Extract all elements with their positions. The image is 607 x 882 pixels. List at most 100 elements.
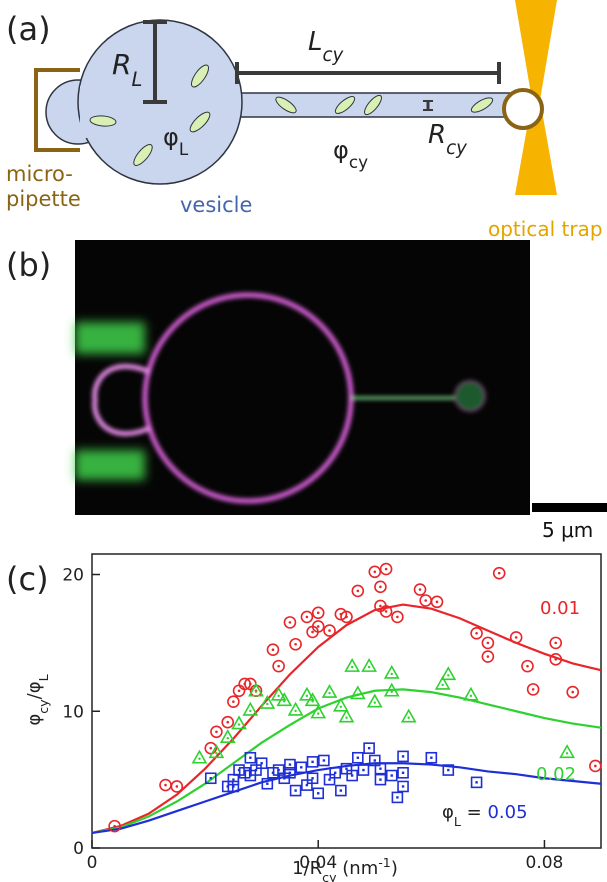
- marker-dot: [407, 716, 410, 719]
- marker-dot: [294, 642, 297, 646]
- marker-square: [284, 766, 296, 779]
- data-point: [374, 580, 387, 594]
- marker-square: [255, 757, 268, 770]
- marker-dot: [401, 771, 405, 774]
- text-part: φ: [163, 123, 179, 151]
- marker-dot: [396, 796, 399, 799]
- marker-square: [470, 776, 483, 789]
- marker-dot: [305, 615, 309, 619]
- marker-triangle: [361, 658, 377, 672]
- data-point: [366, 693, 383, 708]
- marker-dot: [333, 771, 337, 774]
- marker-ring: [266, 643, 280, 657]
- marker-ring: [300, 610, 314, 624]
- marker-dot: [475, 781, 478, 784]
- data-point: [242, 701, 259, 716]
- marker-dot: [175, 785, 179, 788]
- marker-dot: [379, 604, 382, 608]
- marker-ring: [549, 636, 563, 650]
- data-point: [357, 764, 370, 776]
- marker-triangle: [434, 675, 451, 690]
- text-part: R: [428, 120, 446, 150]
- y-tick-label: 10: [62, 702, 84, 722]
- plot-frame: [91, 553, 602, 849]
- data-point: [283, 616, 297, 629]
- marker-square: [397, 750, 409, 763]
- data-point: [261, 777, 274, 790]
- data-point: [108, 819, 121, 833]
- marker-triangle: [270, 686, 287, 701]
- l-cy-label: Lcy: [308, 27, 343, 66]
- text-part: cy: [322, 870, 337, 882]
- marker-dot: [328, 629, 331, 632]
- fit-curve: [91, 762, 602, 835]
- membrane-fluorescence: [92, 292, 486, 504]
- marker-dot: [305, 783, 309, 787]
- panel-a-diagram: (a) RL φL Lcy φcy Rcy micro- pipette ves…: [6, 0, 603, 241]
- data-point: [248, 682, 264, 697]
- marker-ring: [374, 580, 387, 594]
- marker-dot: [254, 768, 258, 772]
- marker-dot: [396, 615, 399, 619]
- marker-ring: [289, 637, 302, 651]
- marker-triangle: [344, 658, 361, 672]
- data-point: [221, 715, 235, 729]
- data-point: [397, 780, 409, 793]
- marker-ring: [108, 819, 121, 833]
- marker-dot: [311, 700, 314, 703]
- panel-label: (a): [6, 10, 51, 48]
- marker-triangle: [219, 729, 236, 744]
- marker-triangle: [559, 744, 575, 759]
- data-point: [227, 780, 240, 793]
- marker-square: [374, 762, 387, 775]
- marker-dot: [373, 701, 376, 704]
- data-point: [425, 751, 438, 764]
- marker-dot: [316, 611, 320, 615]
- data-point: [351, 584, 365, 598]
- marker-square: [357, 764, 370, 776]
- marker-dot: [113, 824, 116, 828]
- marker-dot: [249, 709, 252, 713]
- marker-ring: [549, 652, 563, 666]
- marker-dot: [266, 702, 269, 706]
- data-point: [589, 759, 602, 773]
- marker-dot: [328, 778, 331, 781]
- text-part: L: [454, 814, 461, 829]
- data-point: [276, 692, 293, 707]
- marker-ring: [526, 683, 540, 696]
- marker-dot: [209, 777, 212, 780]
- dimension-bars: [143, 20, 501, 111]
- data-point: [521, 659, 534, 673]
- trap-bead: [502, 88, 544, 130]
- marker-dot: [401, 785, 405, 788]
- marker-square: [261, 777, 274, 790]
- marker-triangle: [383, 682, 400, 697]
- marker-square: [335, 784, 347, 797]
- data-point: [306, 756, 319, 768]
- series-label: 0.02: [536, 764, 576, 785]
- data-point: [170, 780, 184, 793]
- data-point: [442, 764, 455, 776]
- marker-dot: [322, 759, 326, 762]
- data-point: [419, 594, 432, 607]
- data-point: [463, 686, 479, 701]
- data-point: [549, 636, 563, 650]
- text-part: (nm: [337, 858, 379, 879]
- x-tick-label: 0: [87, 853, 98, 873]
- data-point: [374, 773, 387, 786]
- scale-bar-label: 5 μm: [542, 518, 593, 542]
- marker-ring: [470, 627, 483, 640]
- text-part: φ: [333, 136, 349, 164]
- data-point: [323, 624, 336, 637]
- marker-dot: [277, 664, 280, 668]
- marker-dot: [594, 764, 597, 768]
- data-point: [338, 708, 355, 723]
- marker-dot: [294, 789, 297, 792]
- marker-dot: [226, 737, 229, 740]
- data-point: [284, 758, 296, 771]
- marker-triangle: [259, 694, 276, 709]
- text-part: cy: [36, 699, 51, 714]
- data-point: [191, 749, 208, 764]
- data-point: [430, 595, 444, 609]
